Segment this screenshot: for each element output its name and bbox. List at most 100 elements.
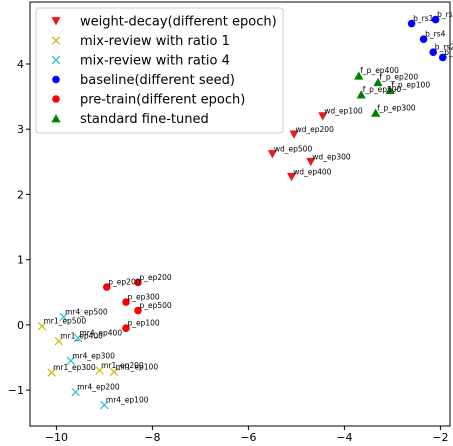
data-point <box>354 71 364 80</box>
x-marker-stroke <box>73 333 83 343</box>
data-point <box>122 298 130 306</box>
y-tick-label: 3 <box>17 123 24 136</box>
data-point <box>122 324 130 332</box>
legend-marker <box>51 17 61 26</box>
data-point <box>103 283 111 291</box>
x-marker-stroke <box>51 55 61 65</box>
x-marker-stroke <box>37 322 47 331</box>
point-label: mr4_ep100 <box>106 396 149 405</box>
legend-marker <box>51 36 61 45</box>
data-point <box>59 312 68 322</box>
point-label: wd_ep200 <box>296 125 335 134</box>
y-tick-label: 4 <box>17 58 24 71</box>
data-point <box>431 15 440 24</box>
data-point <box>37 322 47 331</box>
points-layer <box>37 15 447 410</box>
point-label: p_ep300 <box>128 293 160 302</box>
x-tick-label: −6 <box>240 431 256 444</box>
data-point <box>100 400 109 410</box>
legend-label: mix-review with ratio 1 <box>80 34 230 49</box>
point-labels-layer: wd_ep100 wd_ep200 wd_ep300 wd_ep400 wd_ep500… <box>44 10 453 405</box>
data-point <box>385 85 395 94</box>
point-label: p_ep200 <box>140 273 172 282</box>
x-marker-stroke <box>66 356 75 365</box>
point-label: b_rs4 <box>425 30 446 39</box>
data-point <box>289 130 299 139</box>
y-tick-label: −1 <box>8 384 24 397</box>
point-label: mr1_ep200 <box>101 361 144 370</box>
x-marker-stroke <box>109 367 119 377</box>
point-label: mr4_ep200 <box>77 383 120 392</box>
x-marker-stroke <box>71 387 80 397</box>
data-point <box>134 306 142 315</box>
data-point <box>306 157 316 167</box>
data-point <box>54 337 63 346</box>
data-point <box>373 77 383 87</box>
data-point <box>71 387 80 397</box>
x-marker-stroke <box>100 400 109 410</box>
legend-box <box>35 7 284 134</box>
point-label: mr1_ep300 <box>53 363 96 372</box>
point-label: mr1_ep400 <box>60 332 103 341</box>
point-label: p_ep100 <box>128 319 160 328</box>
point-label: f_p_ep500 <box>363 85 402 94</box>
point-label: wd_ep300 <box>312 152 351 161</box>
data-point <box>95 366 104 375</box>
legend-label: mix-review with ratio 4 <box>80 54 230 69</box>
data-point <box>318 112 328 121</box>
data-point <box>73 333 83 343</box>
legend-marker <box>51 114 61 123</box>
legend-label: standard fine-tuned <box>80 112 209 127</box>
x-marker-stroke <box>95 366 104 375</box>
x-marker-stroke <box>47 368 56 377</box>
data-point <box>439 53 447 62</box>
legend-marker <box>52 95 60 103</box>
axes-frame <box>29 1 451 427</box>
data-point <box>419 35 428 43</box>
data-point <box>407 19 416 28</box>
point-label: b_rs2 <box>435 43 453 52</box>
data-point <box>356 90 366 99</box>
point-label: b_rs5 <box>444 48 453 57</box>
data-point <box>287 172 297 182</box>
x-tick-label: −8 <box>144 431 160 444</box>
point-label: mr4_ep300 <box>72 351 115 360</box>
x-tick-label: −10 <box>45 431 68 444</box>
point-label: wd_ep100 <box>324 107 363 116</box>
point-label: f_p_ep300 <box>377 103 416 112</box>
point-label: f_p_ep200 <box>380 73 419 82</box>
data-point <box>109 367 119 377</box>
point-label: b_rs3 <box>437 10 453 19</box>
legend-marker <box>52 75 60 84</box>
point-label: mr1_ep500 <box>44 317 87 326</box>
x-marker-stroke <box>59 312 68 322</box>
y-tick-label: 2 <box>17 188 24 201</box>
legend: weight-decay(different epoch) mix-review … <box>35 7 284 134</box>
point-label: mr1_ep100 <box>116 362 159 371</box>
point-label: f_p_ep400 <box>360 66 399 75</box>
point-label: wd_ep500 <box>274 144 313 153</box>
legend-marker <box>51 55 61 65</box>
legend-label: baseline(different seed) <box>80 73 235 88</box>
point-label: p_ep200 <box>108 278 140 287</box>
point-label: mr4_ep400 <box>80 328 123 337</box>
data-point <box>47 368 56 377</box>
data-point <box>134 278 142 287</box>
x-tick-label: −4 <box>336 431 352 444</box>
point-label: f_p_ep100 <box>392 81 431 90</box>
y-tick-label: 1 <box>17 254 24 267</box>
legend-label: weight-decay(different epoch) <box>80 15 277 30</box>
data-point <box>66 356 75 365</box>
point-label: mr4_ep500 <box>65 308 108 317</box>
data-point <box>267 150 277 159</box>
data-point <box>371 108 381 117</box>
x-marker-stroke <box>51 36 61 45</box>
point-label: p_ep500 <box>140 301 172 310</box>
point-label: b_rs1 <box>413 14 434 23</box>
point-label: wd_ep400 <box>293 167 332 176</box>
x-marker-stroke <box>54 337 63 346</box>
x-tick-label: −2 <box>432 431 448 444</box>
data-point <box>429 48 438 57</box>
